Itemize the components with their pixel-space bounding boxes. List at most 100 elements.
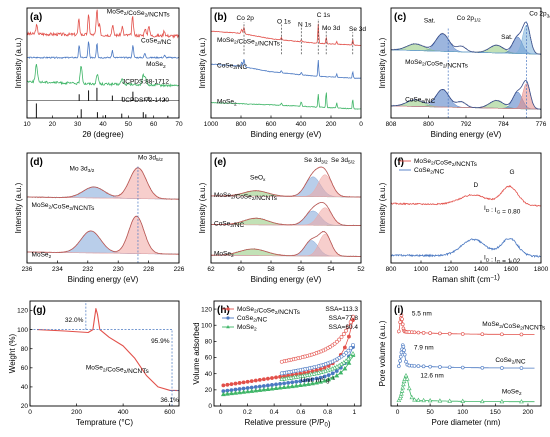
x-tick-label: 60	[150, 121, 158, 128]
data-point	[310, 380, 315, 386]
fit-component	[391, 83, 541, 110]
annotation: Sat.	[424, 17, 436, 24]
data-point	[397, 329, 401, 334]
data-point	[237, 381, 242, 385]
panel-c: (c) 808 800 792 784 776 Binding energy (eV) Int…	[378, 7, 550, 139]
x-tick-label: 800	[386, 266, 397, 273]
x-tick-label: 400	[118, 409, 129, 416]
fit-component	[391, 24, 541, 55]
annotation: MoSe2/CoSe2/NCNTs	[86, 365, 150, 375]
x-tick-label: 1	[353, 409, 357, 416]
data-point	[421, 364, 426, 369]
data-point	[233, 381, 238, 386]
data-point	[404, 359, 408, 364]
data-point	[519, 366, 524, 370]
data-point	[314, 376, 319, 381]
annotation: 5.5 nm	[412, 311, 432, 318]
data-point	[401, 344, 406, 349]
data-point	[402, 348, 406, 353]
data-point	[519, 399, 524, 404]
data-point	[261, 377, 266, 382]
panel-b: (b) 1000 800 600 400 200 0 Binding energy (eV) I…	[198, 7, 366, 139]
y-tick-label: 120	[17, 308, 28, 315]
plot-area-h	[220, 314, 356, 397]
data-point	[402, 352, 407, 357]
data-point	[342, 366, 348, 371]
annotation: CoSe2/NC	[217, 62, 247, 71]
y-tick-label: 20	[205, 387, 213, 394]
series-line	[211, 166, 361, 198]
data-point	[499, 398, 505, 404]
annotation: MoSe2	[502, 388, 522, 397]
plot-frame	[213, 300, 362, 407]
data-point	[348, 346, 353, 350]
y-axis-label: Volume adsorbed	[192, 322, 201, 384]
y-axis-label: Intensity (a.u.)	[198, 37, 207, 88]
panel-i: (i) 0 50 100 150 200 Pore diameter (nm) Pore vo…	[378, 300, 546, 427]
data-point	[278, 382, 282, 386]
series-line	[211, 92, 361, 110]
y-tick-label: 60	[21, 365, 29, 372]
annotation: MoSe2	[146, 61, 166, 70]
x-tick-label: 226	[174, 266, 185, 273]
data-point	[351, 343, 355, 347]
data-point	[460, 332, 465, 336]
data-point	[257, 387, 263, 392]
annotation: ID : IG = 0.80	[484, 205, 521, 215]
series-line	[211, 201, 361, 227]
x-tick-label: 1000	[414, 266, 429, 273]
x-tick-label: 200	[326, 121, 337, 128]
data-point	[412, 397, 417, 402]
x-axis-label: Binding energy (eV)	[251, 130, 322, 139]
annotation: SeOx	[250, 174, 266, 183]
data-point	[277, 385, 283, 390]
x-tick-label: 1000	[204, 121, 219, 128]
x-tick-label: 62	[207, 266, 215, 273]
y-tick-label: 80	[21, 346, 29, 353]
plot-frame	[390, 300, 542, 407]
annotation: Mo 3d3/2	[70, 166, 95, 175]
data-point	[339, 335, 344, 339]
x-tick-label: 600	[266, 121, 277, 128]
annotation: N 1s	[298, 22, 312, 29]
data-point	[344, 328, 348, 333]
data-point	[297, 382, 303, 388]
panel-e: (e) 62 60 58 56 54 52 Binding energy (eV) Intens…	[198, 152, 365, 284]
data-point	[338, 370, 344, 375]
series-line	[27, 64, 179, 88]
x-axis-label: 2θ (degree)	[82, 130, 124, 139]
data-point	[330, 371, 335, 376]
legend-label: MoSe2/CoSe2/NCNTs	[414, 158, 478, 168]
x-tick-label: 50	[427, 409, 435, 416]
data-point	[241, 389, 247, 394]
plot-area-c	[391, 21, 541, 118]
data-point	[253, 378, 258, 383]
data-point	[401, 381, 406, 387]
data-point	[460, 398, 466, 403]
data-point	[399, 313, 404, 318]
data-point	[447, 331, 452, 336]
legend-ssa: SSA=77.8	[329, 315, 359, 322]
annotation: O 1s	[277, 18, 291, 25]
data-point	[294, 379, 299, 384]
series-line	[27, 215, 179, 255]
x-tick-label: 236	[22, 266, 33, 273]
data-point	[398, 393, 404, 398]
data-point	[346, 360, 352, 365]
data-point	[460, 365, 465, 370]
series-line	[27, 9, 179, 39]
annotation: MoSe2/CoSe2/NCNTs	[32, 202, 96, 212]
data-point	[447, 365, 452, 370]
data-point	[412, 330, 417, 335]
data-point	[221, 383, 226, 388]
data-point	[279, 371, 284, 376]
fit-component	[211, 233, 361, 257]
x-tick-label: 230	[113, 266, 124, 273]
data-point	[241, 380, 246, 385]
data-point	[399, 391, 404, 396]
plot-frame	[26, 152, 180, 264]
data-point	[306, 381, 311, 386]
x-tick-label: 776	[536, 121, 547, 128]
series-line	[27, 167, 179, 201]
plot-frame	[390, 152, 542, 264]
